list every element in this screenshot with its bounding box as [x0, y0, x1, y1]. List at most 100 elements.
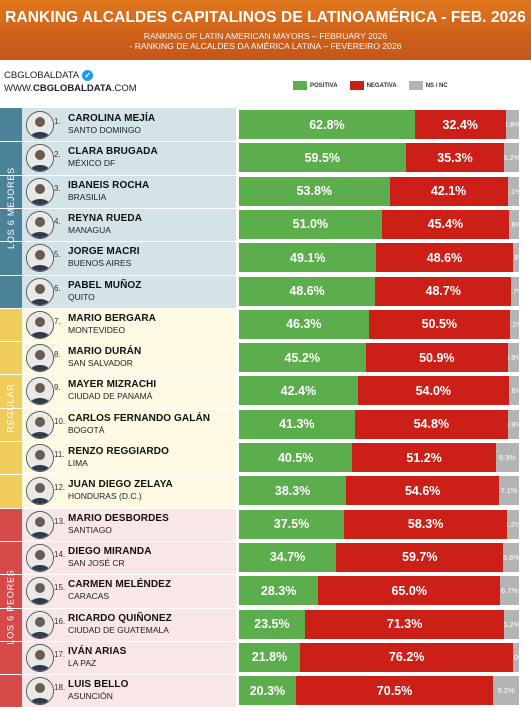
city-name: LIMA [68, 458, 88, 468]
table-row: 9. MAYER MIZRACHI CIUDAD DE PANAMÁ 42.4% 54.… [0, 374, 531, 407]
rank-number: 17. [54, 649, 66, 659]
row-divider [0, 174, 531, 176]
data-label: 5.2% [504, 619, 519, 629]
chart-subtitle-english: RANKING OF LATIN AMERICAN MAYORS – FEBRU… [143, 31, 388, 41]
avatar [26, 577, 54, 606]
avatar [26, 177, 54, 206]
data-label: 48.6% [426, 250, 463, 265]
mayor-name: IVÁN ARIAS [68, 645, 127, 657]
person-silhouette-icon [27, 311, 53, 338]
bar-segment-nsnc: 5.2% [504, 143, 519, 173]
bar-segment-nsnc: 2.3% [512, 243, 519, 273]
bar-segment-negative: 54.0% [357, 376, 509, 406]
brand-website-suffix: .COM [111, 83, 137, 94]
bar-segment-nsnc: 3.6% [508, 376, 519, 406]
data-label: 3.6% [509, 386, 519, 396]
data-label: 41.3% [279, 417, 315, 432]
person-silhouette-icon [27, 178, 53, 205]
stacked-bar: 28.3% 65.0% 6.7% [239, 576, 519, 606]
rank-number: 18. [54, 683, 66, 693]
data-label: 2.3% [513, 253, 519, 263]
rank-number: 8. [54, 350, 61, 360]
legend-item-nsnc: NS / NC [408, 81, 448, 90]
person-silhouette-icon [27, 245, 53, 272]
data-label: 3.6% [509, 219, 519, 229]
city-name: ASUNCIÓN [68, 691, 113, 702]
table-row: 10. CARLOS FERNANDO GALÁN BOGOTÁ 41.3% 54.8%… [0, 408, 531, 441]
data-label: 45.2% [284, 350, 320, 365]
row-divider [0, 207, 531, 209]
mayor-name: PABEL MUÑOZ [68, 279, 142, 291]
data-label: 3.9% [508, 419, 519, 429]
bar-segment-positive: 62.8% [239, 110, 415, 139]
bar-segment-nsnc: 5.2% [504, 609, 519, 639]
data-label: 21.8% [251, 650, 288, 665]
city-name: LA PAZ [68, 657, 97, 668]
city-name: CIUDAD DE GUATEMALA [68, 624, 169, 635]
row-divider [0, 441, 531, 442]
data-label: 54.6% [404, 483, 441, 498]
data-label: 4.1% [508, 186, 519, 196]
mayor-name: MAYER MIZRACHI [68, 379, 157, 391]
data-label: 51.2% [406, 450, 442, 465]
city-name: MÉXICO DF [68, 158, 116, 169]
mayor-name: MARIO DURÁN [68, 346, 142, 358]
bar-segment-negative: 50.9% [365, 343, 509, 373]
stacked-bar: 51.0% 45.4% 3.6% [239, 209, 519, 239]
mayor-name: DIEGO MIRANDA [68, 545, 152, 557]
chart-subtitle-portuguese: - RANKING DE ALCALDES DA AMÉRICA LATINA … [129, 41, 402, 51]
mayor-name: CARLOS FERNANDO GALÁN [68, 412, 211, 424]
avatar [26, 210, 54, 239]
row-divider [0, 241, 531, 243]
verified-badge-icon: ✓ [82, 70, 94, 81]
bar-segment-positive: 48.6% [239, 276, 376, 306]
brand-handle-text: CBGLOBALDATA [4, 70, 80, 81]
mayor-name: CARMEN MELÉNDEZ [68, 579, 172, 591]
legend-label-positive: POSITIVA [310, 82, 338, 89]
data-label: 4.2% [507, 519, 519, 529]
rank-number: 4. [54, 216, 61, 226]
data-label: 54.0% [415, 383, 452, 398]
data-label: 35.3% [437, 150, 473, 165]
table-row: 11. RENZO REGGIARDO LIMA 40.5% 51.2% 8.3% [0, 441, 531, 474]
bar-segment-nsnc: 2.0% [513, 642, 519, 672]
rank-number: 2. [54, 150, 61, 160]
stacked-bar: 49.1% 48.6% 2.3% [239, 243, 519, 273]
bar-segment-nsnc: 5.6% [503, 542, 519, 572]
mayor-name: IBANEIS ROCHA [68, 179, 150, 191]
rank-number: 16. [54, 616, 66, 626]
bar-segment-positive: 28.3% [239, 576, 319, 606]
table-row: 16. RICARDO QUIÑONEZ CIUDAD DE GUATEMALA 23… [0, 608, 531, 641]
mayor-name: MARIO DESBORDES [68, 512, 169, 524]
data-label: 70.5% [376, 683, 413, 698]
legend-swatch-positive [293, 81, 307, 90]
person-silhouette-icon [27, 211, 53, 238]
avatar [26, 444, 54, 472]
bar-segment-negative: 54.6% [346, 476, 500, 506]
city-name: SANTO DOMINGO [68, 125, 142, 135]
legend-item-negative: NEGATIVA [349, 81, 397, 90]
row-divider [0, 574, 531, 576]
data-label: 46.3% [286, 317, 322, 332]
bar-segment-positive: 23.5% [239, 609, 305, 639]
brand-website[interactable]: WWW.CBGLOBALDATA.COM [4, 83, 137, 94]
person-silhouette-icon [27, 345, 53, 372]
data-label: 38.3% [274, 483, 311, 498]
rank-number: 9. [54, 383, 61, 393]
mayor-name: RENZO REGGIARDO [68, 446, 169, 457]
rank-number: 11. [54, 450, 65, 459]
table-row: 12. JUAN DIEGO ZELAYA HONDURAS (D.C.) 38.3%… [0, 474, 531, 507]
row-divider [0, 507, 531, 509]
bar-segment-positive: 34.7% [239, 542, 337, 572]
data-label: 5.2% [504, 153, 519, 163]
bar-segment-negative: 65.0% [318, 576, 501, 606]
row-divider [0, 341, 531, 343]
data-label: 58.3% [407, 517, 444, 532]
data-label: 62.8% [309, 117, 345, 132]
avatar [26, 310, 54, 339]
avatar [26, 610, 54, 639]
city-name: BUENOS AIRES [68, 258, 132, 269]
row-divider [0, 674, 531, 676]
